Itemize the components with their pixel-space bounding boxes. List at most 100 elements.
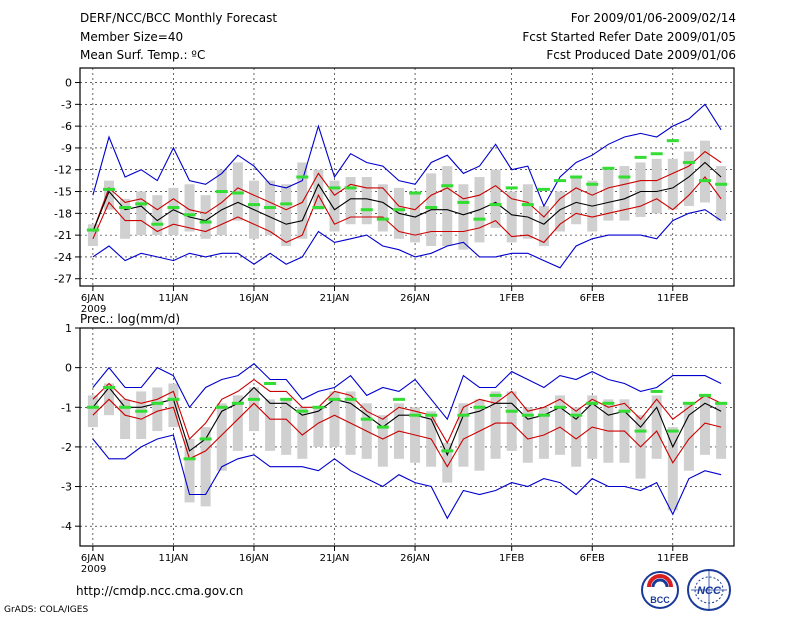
panel2-member-marker	[473, 405, 486, 409]
panel1-member-marker	[312, 206, 325, 210]
panel2-member-marker	[151, 401, 164, 405]
bcc-logo: BCC	[641, 571, 679, 609]
panel2-lower-line	[92, 398, 722, 468]
panel1-spread-bar	[200, 195, 211, 239]
panel1-spread-bar	[522, 184, 533, 239]
source-url[interactable]: http://cmdp.ncc.cma.gov.cn	[76, 584, 244, 598]
panel2-spread-bar	[248, 387, 259, 432]
panel1-member-marker	[634, 155, 647, 159]
panel2-member-marker	[618, 409, 631, 413]
panel2-member-marker	[425, 413, 438, 417]
panel1-member-marker	[183, 213, 196, 217]
panel2-member-marker	[102, 385, 115, 389]
grads-credit: GrADS: COLA/IGES	[4, 605, 89, 615]
panel2-spread-bar	[700, 395, 711, 455]
panel1-member-marker	[151, 222, 164, 226]
panel1-y-tick-label: -27	[54, 273, 72, 286]
panel2-spread-bar	[329, 391, 340, 447]
panel2-member-marker	[231, 401, 244, 405]
panel2-member-marker	[570, 413, 583, 417]
panel2-spread-bar	[474, 399, 485, 471]
bcc-logo-text: BCC	[650, 595, 670, 605]
panel1-spread-bar	[619, 166, 630, 221]
panel2-y-tick-label: -2	[61, 441, 72, 454]
panel2-spread-bar	[522, 407, 533, 463]
panel1-y-tick-label: -9	[61, 142, 72, 155]
panel2-member-marker	[409, 413, 422, 417]
panel1-lower-line	[92, 176, 722, 244]
panel2-member-marker	[135, 409, 148, 413]
panel2-spread-bar	[490, 391, 501, 459]
panel1-spread-bar	[184, 184, 195, 232]
panel1-spread-bar	[377, 184, 388, 232]
panel2-member-marker	[392, 397, 405, 401]
panel2-member-marker	[312, 405, 325, 409]
panel1-y-tick-label: -24	[54, 251, 72, 264]
panel2-spread-bar	[136, 391, 147, 439]
panel2-title: Prec.: log(mm/d)	[80, 312, 180, 326]
panel1-year-label: 2009	[81, 304, 106, 315]
panel1-member-marker	[473, 217, 486, 221]
panel2-member-marker	[247, 397, 260, 401]
panel1-member-marker	[409, 191, 422, 195]
panel2-spread-bar	[651, 395, 662, 459]
panel2-min-line	[92, 434, 722, 520]
panel2-member-marker	[215, 405, 228, 409]
panel1-member-marker	[360, 208, 373, 212]
panel2-member-marker	[86, 405, 99, 409]
fcst-produced-date: Fcst Produced Date 2009/01/06	[546, 48, 736, 62]
panel1-spread-bar	[555, 191, 566, 232]
panel1-spread-bar	[700, 140, 711, 203]
panel1-min-line	[92, 209, 722, 269]
panel2-x-tick-label: 1FEB	[499, 553, 524, 564]
panel2-x-tick-label: 26JAN	[400, 553, 430, 564]
panel1-member-marker	[199, 220, 212, 224]
panel1-member-marker	[231, 191, 244, 195]
panel1-spread-bar	[168, 187, 179, 236]
panel2-spread-bar	[232, 395, 243, 451]
panel1-spread-bar	[345, 177, 356, 225]
panel1-member-marker	[296, 175, 309, 179]
panel2-spread-bar	[184, 438, 195, 503]
panel1-x-tick-label: 6JAN	[81, 293, 104, 304]
panel2-member-marker	[199, 437, 212, 441]
panel1-upper-line	[92, 150, 722, 232]
panel2-member-marker	[296, 409, 309, 413]
panel1-member-marker	[666, 139, 679, 143]
panel2-member-marker	[521, 413, 534, 417]
panel1-spread-bar	[120, 198, 131, 239]
panel1-spread-bar	[490, 169, 501, 228]
panel2-x-tick-label: 6JAN	[81, 553, 104, 564]
panel2-member-marker	[376, 425, 389, 429]
panel1-spread-bar	[603, 169, 614, 221]
panel2-x-tick-label: 11JAN	[159, 553, 189, 564]
panel2-member-marker	[119, 405, 132, 409]
panel2-plot-frame	[79, 327, 735, 547]
panel2-spread-bar	[152, 387, 163, 432]
panel2-max-line	[92, 362, 722, 421]
panel2-member-marker	[537, 413, 550, 417]
panel1-spread-bar	[361, 177, 372, 225]
panel1-max-line	[92, 103, 722, 208]
panel1-spread-bar	[329, 180, 340, 232]
panel1-spread-bar	[152, 195, 163, 236]
panel2-member-marker	[554, 405, 567, 409]
panel1-x-tick-label: 6FEB	[580, 293, 605, 304]
panel1-spread-bar	[458, 184, 469, 250]
panel1-member-marker	[602, 166, 615, 170]
panel1-spread-bar	[313, 169, 324, 210]
panel1-spread-bar	[506, 191, 517, 243]
panel1-member-marker	[457, 200, 470, 204]
panel2-member-marker	[602, 401, 615, 405]
variable-label: Mean Surf. Temp.: ºC	[80, 48, 206, 62]
panel1-member-marker	[521, 203, 534, 207]
panel1-member-marker	[425, 206, 438, 210]
panel2-member-marker	[650, 389, 663, 393]
panel2-y-tick-label: -1	[61, 401, 72, 414]
panel2-member-marker	[682, 401, 695, 405]
panel1-member-marker	[280, 202, 293, 206]
panel1-x-tick-label: 11FEB	[657, 293, 689, 304]
panel2-spread-bar	[667, 427, 678, 511]
panel1-x-tick-label: 1FEB	[499, 293, 524, 304]
